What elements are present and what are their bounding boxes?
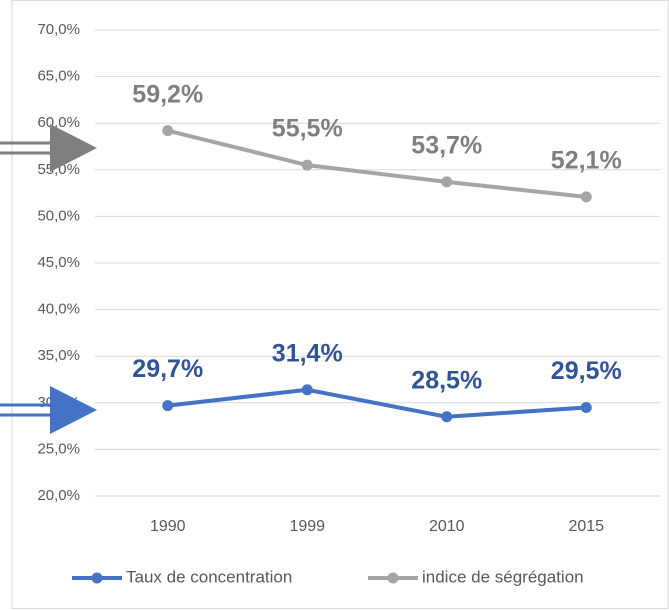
point [441, 411, 453, 423]
data-label: 29,5% [551, 357, 622, 385]
y-tick-label: 45,0% [37, 254, 80, 271]
y-tick-label: 70,0% [37, 21, 80, 38]
series-line [167, 387, 587, 419]
plot-area: 20,0%25,0%30,0%35,0%40,0%45,0%50,0%55,0%… [37, 21, 660, 535]
point [580, 191, 592, 203]
arrow-head [50, 124, 97, 172]
y-tick-label: 20,0% [37, 487, 80, 504]
point [162, 125, 174, 137]
y-tick-label: 25,0% [37, 440, 80, 457]
point [580, 401, 592, 413]
legend-marker [91, 572, 103, 584]
data-label: 52,1% [551, 146, 622, 174]
legend-label: indice de ségrégation [422, 567, 584, 586]
y-tick-label: 60,0% [37, 114, 80, 131]
arrow-head [50, 386, 97, 434]
grey-arrow [0, 124, 97, 172]
y-tick-label: 55,0% [37, 161, 80, 178]
point [301, 384, 313, 396]
legend: Taux de concentration indice de ségrégati… [72, 567, 584, 586]
series-line [167, 128, 587, 199]
legend-label: Taux de concentration [126, 567, 292, 586]
x-tick-label: 1999 [289, 518, 325, 535]
point [441, 176, 453, 188]
point [301, 159, 313, 171]
blue-arrow [0, 386, 97, 434]
y-tick-label: 50,0% [37, 207, 80, 224]
data-label: 28,5% [411, 366, 482, 394]
y-tick-label: 35,0% [37, 347, 80, 364]
data-label: 59,2% [132, 80, 203, 108]
data-label: 53,7% [411, 132, 482, 160]
data-label: 29,7% [132, 355, 203, 383]
x-tick-label: 2015 [568, 518, 604, 535]
x-tick-label: 1990 [150, 518, 186, 535]
data-label: 31,4% [272, 339, 343, 367]
data-label: 55,5% [272, 115, 343, 143]
x-tick-label: 2010 [429, 518, 465, 535]
y-tick-label: 40,0% [37, 301, 80, 318]
chart-border [11, 0, 669, 609]
point [162, 400, 174, 412]
y-tick-label: 65,0% [37, 68, 80, 85]
legend-marker [387, 572, 399, 584]
